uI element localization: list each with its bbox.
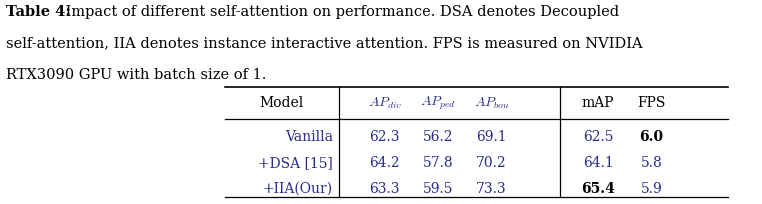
Text: 62.5: 62.5	[583, 130, 613, 144]
Text: Table 4:: Table 4:	[6, 5, 71, 19]
Text: 57.8: 57.8	[423, 156, 453, 170]
Text: mAP: mAP	[582, 96, 614, 110]
Text: FPS: FPS	[637, 96, 666, 110]
Text: $AP_{div}$: $AP_{div}$	[368, 95, 402, 111]
Text: 5.8: 5.8	[641, 156, 662, 170]
Text: 64.1: 64.1	[583, 156, 613, 170]
Text: 62.3: 62.3	[370, 130, 400, 144]
Text: RTX3090 GPU with batch size of 1.: RTX3090 GPU with batch size of 1.	[6, 68, 267, 82]
Text: 59.5: 59.5	[423, 182, 453, 196]
Text: 5.9: 5.9	[641, 182, 662, 196]
Text: $AP_{bou}$: $AP_{bou}$	[474, 95, 509, 111]
Text: +DSA [15]: +DSA [15]	[258, 156, 333, 170]
Text: self-attention, IIA denotes instance interactive attention. FPS is measured on N: self-attention, IIA denotes instance int…	[6, 37, 642, 51]
Text: 64.2: 64.2	[370, 156, 400, 170]
Text: 63.3: 63.3	[370, 182, 400, 196]
Text: 73.3: 73.3	[476, 182, 507, 196]
Text: Impact of different self-attention on performance. DSA denotes Decoupled: Impact of different self-attention on pe…	[61, 5, 619, 19]
Text: 56.2: 56.2	[423, 130, 453, 144]
Text: 65.4: 65.4	[581, 182, 615, 196]
Text: 70.2: 70.2	[476, 156, 507, 170]
Text: 69.1: 69.1	[476, 130, 507, 144]
Text: 6.0: 6.0	[639, 130, 664, 144]
Text: Vanilla: Vanilla	[285, 130, 333, 144]
Text: Model: Model	[260, 96, 304, 110]
Text: +IIA(Our): +IIA(Our)	[263, 182, 333, 196]
Text: $AP_{ped}$: $AP_{ped}$	[421, 94, 456, 112]
